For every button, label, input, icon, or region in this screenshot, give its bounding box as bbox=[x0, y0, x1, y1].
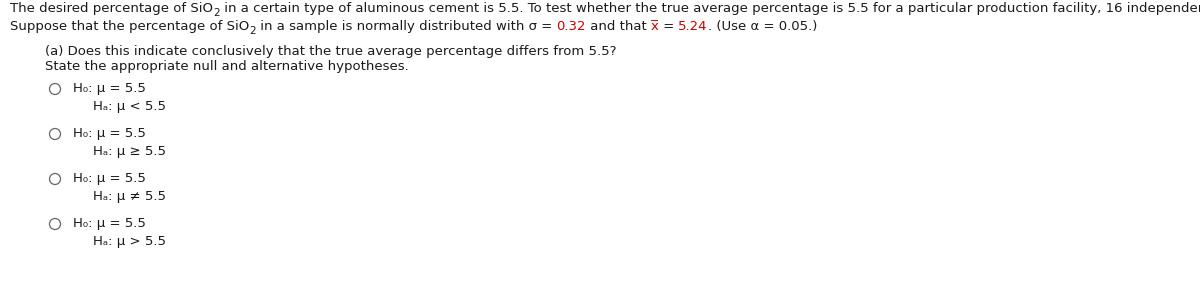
Text: State the appropriate null and alternative hypotheses.: State the appropriate null and alternati… bbox=[46, 60, 409, 73]
Text: 2: 2 bbox=[250, 26, 256, 36]
Text: x̅: x̅ bbox=[650, 20, 659, 33]
Text: Hₐ: μ ≠ 5.5: Hₐ: μ ≠ 5.5 bbox=[94, 190, 166, 203]
Text: H₀: μ = 5.5: H₀: μ = 5.5 bbox=[73, 82, 146, 95]
Text: (a) Does this indicate conclusively that the true average percentage differs fro: (a) Does this indicate conclusively that… bbox=[46, 45, 617, 58]
Text: 2: 2 bbox=[214, 8, 220, 18]
Text: 5.24: 5.24 bbox=[678, 20, 708, 33]
Text: . (Use α = 0.05.): . (Use α = 0.05.) bbox=[708, 20, 817, 33]
Text: H₀: μ = 5.5: H₀: μ = 5.5 bbox=[73, 217, 146, 230]
Text: and that: and that bbox=[586, 20, 650, 33]
Text: in a sample is normally distributed with σ =: in a sample is normally distributed with… bbox=[256, 20, 557, 33]
Text: The desired percentage of SiO: The desired percentage of SiO bbox=[10, 2, 214, 15]
Text: =: = bbox=[659, 20, 678, 33]
Text: H₀: μ = 5.5: H₀: μ = 5.5 bbox=[73, 172, 146, 185]
Text: Hₐ: μ < 5.5: Hₐ: μ < 5.5 bbox=[94, 100, 166, 113]
Text: in a certain type of aluminous cement is 5.5. To test whether the true average p: in a certain type of aluminous cement is… bbox=[220, 2, 1200, 15]
Text: Hₐ: μ > 5.5: Hₐ: μ > 5.5 bbox=[94, 235, 166, 248]
Text: Suppose that the percentage of SiO: Suppose that the percentage of SiO bbox=[10, 20, 250, 33]
Text: Hₐ: μ ≥ 5.5: Hₐ: μ ≥ 5.5 bbox=[94, 145, 166, 158]
Text: H₀: μ = 5.5: H₀: μ = 5.5 bbox=[73, 127, 146, 140]
Text: 0.32: 0.32 bbox=[557, 20, 586, 33]
